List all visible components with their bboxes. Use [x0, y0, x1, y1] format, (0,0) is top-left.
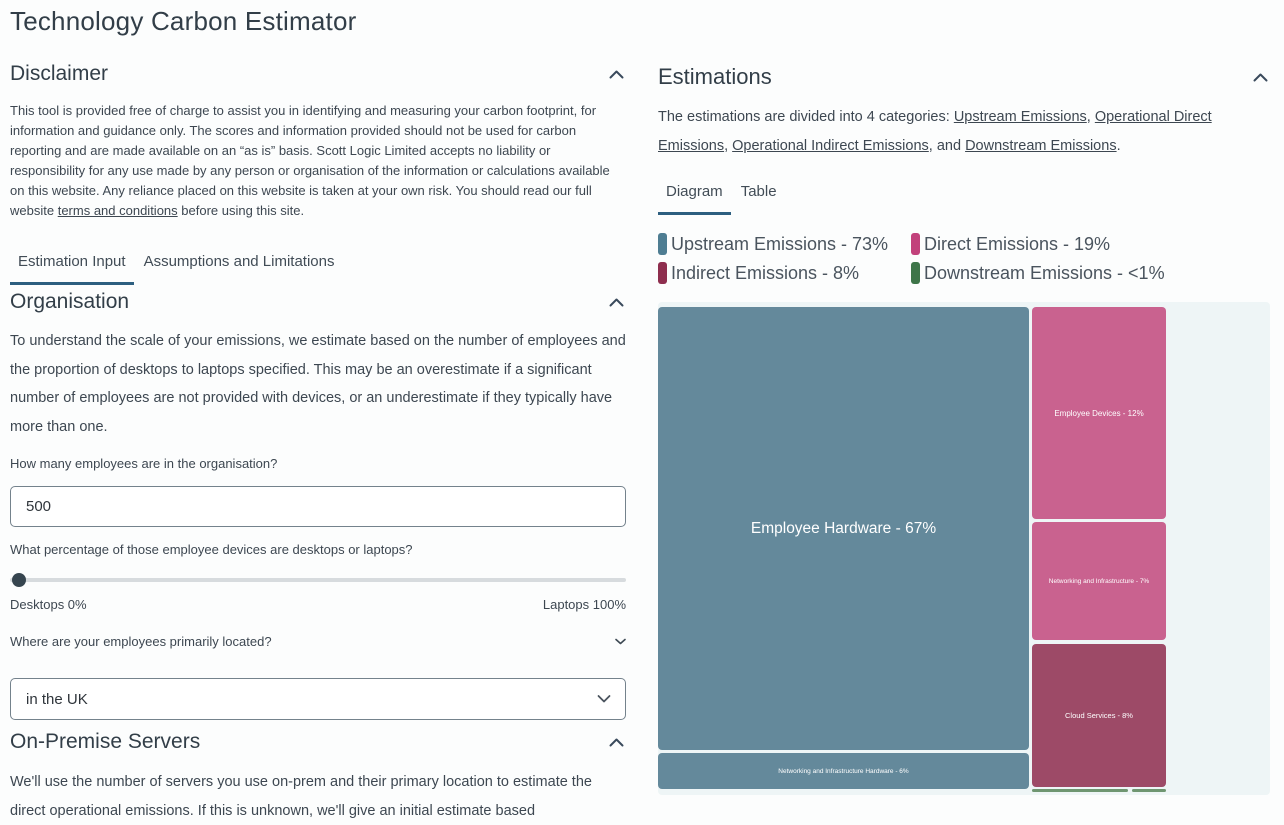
organisation-section-header: Organisation — [10, 290, 626, 314]
legend-item: Upstream Emissions - 73% — [658, 233, 911, 255]
location-select[interactable]: in the UK — [10, 678, 626, 720]
disclaimer-text-start: This tool is provided free of charge to … — [10, 103, 610, 218]
diagram-table-tabs: Diagram Table — [658, 177, 787, 215]
location-select-value: in the UK — [26, 690, 88, 708]
legend-swatch-icon — [658, 262, 667, 284]
treemap-tile[interactable]: Employee Hardware - 67% — [658, 307, 1029, 750]
main-tabs: Estimation Input Assumptions and Limitat… — [10, 247, 345, 285]
emissions-category-link[interactable]: Operational Indirect Emissions — [732, 137, 929, 154]
estimations-collapse-button[interactable] — [1251, 71, 1270, 84]
page-title: Technology Carbon Estimator — [10, 6, 357, 36]
slider-thumb[interactable] — [12, 573, 26, 587]
location-question-row: Where are your employees primarily locat… — [10, 634, 626, 649]
legend-item: Direct Emissions - 19% — [911, 233, 1165, 255]
desktops-label: Desktops 0% — [10, 597, 87, 612]
disclaimer-heading: Disclaimer — [10, 62, 109, 85]
chevron-up-icon — [609, 67, 624, 82]
treemap-tile[interactable] — [1132, 789, 1166, 792]
employees-input[interactable] — [10, 486, 626, 527]
legend-label: Downstream Emissions - <1% — [924, 262, 1165, 283]
disclaimer-text-end: before using this site. — [177, 203, 305, 218]
select-chevron-down-icon — [597, 695, 611, 704]
legend-label: Direct Emissions - 19% — [924, 233, 1111, 254]
intro-text-segment: The estimations are divided into 4 categ… — [658, 109, 954, 125]
employees-question-label: How many employees are in the organisati… — [10, 456, 278, 471]
disclaimer-collapse-button[interactable] — [607, 68, 626, 81]
disclaimer-text: This tool is provided free of charge to … — [10, 101, 626, 221]
treemap-tile-label: Employee Hardware - 67% — [750, 519, 937, 537]
tab-assumptions-and-limitations[interactable]: Assumptions and Limitations — [136, 247, 343, 285]
intro-text-segment: , and — [928, 137, 966, 154]
treemap-tile[interactable]: Networking and Infrastructure Hardware -… — [658, 753, 1029, 789]
legend-label: Upstream Emissions - 73% — [671, 233, 889, 254]
disclaimer-section-header: Disclaimer — [10, 62, 626, 86]
treemap-tiles-area: Employee Hardware - 67% Networking and In… — [658, 307, 1166, 792]
legend-item: Downstream Emissions - <1% — [911, 262, 1165, 284]
treemap-tile-label: Employee Devices - 12% — [1054, 408, 1144, 418]
treemap-tile-label: Networking and Infrastructure - 7% — [1048, 577, 1150, 585]
tab-estimation-input-label: Estimation Input — [18, 253, 126, 270]
emissions-category-link[interactable]: Operational Direct Emissions — [658, 109, 1212, 154]
location-question-label: Where are your employees primarily locat… — [10, 634, 272, 649]
legend-label: Indirect Emissions - 8% — [671, 262, 860, 283]
emissions-treemap: Employee Hardware - 67% Networking and In… — [658, 302, 1270, 795]
estimations-panel: Estimations The estimations are divided … — [658, 0, 1270, 825]
device-split-range-labels: Desktops 0% Laptops 100% — [10, 597, 626, 612]
legend-swatch-icon — [911, 262, 920, 284]
tab-table[interactable]: Table — [733, 177, 785, 215]
tab-diagram[interactable]: Diagram — [658, 177, 731, 215]
tab-estimation-input[interactable]: Estimation Input — [10, 247, 134, 285]
emissions-category-link[interactable]: Upstream Emissions — [953, 109, 1087, 125]
on-premise-description: We'll use the number of servers you use … — [10, 774, 592, 819]
treemap-tile[interactable]: Networking and Infrastructure - 7% — [1032, 522, 1166, 640]
tab-assumptions-and-limitations-label: Assumptions and Limitations — [143, 253, 335, 270]
emissions-category-link[interactable]: Downstream Emissions — [965, 137, 1117, 154]
chevron-down-icon[interactable] — [615, 638, 626, 645]
chevron-up-icon — [1253, 70, 1268, 85]
intro-text-segment: , — [1086, 109, 1095, 125]
terms-and-conditions-link[interactable]: terms and conditions — [57, 203, 178, 218]
laptops-label: Laptops 100% — [542, 597, 626, 612]
slider-track[interactable] — [10, 578, 626, 582]
input-panel: Technology Carbon Estimator Disclaimer T… — [10, 0, 626, 825]
intro-text-segment: , — [724, 137, 733, 154]
organisation-heading: Organisation — [10, 290, 130, 313]
organisation-collapse-button[interactable] — [607, 296, 626, 309]
treemap-tile[interactable] — [1032, 789, 1128, 792]
tab-table-label: Table — [740, 183, 777, 200]
estimations-heading: Estimations — [658, 64, 772, 89]
intro-text-segment: . — [1116, 137, 1121, 154]
treemap-tile[interactable]: Cloud Services - 8% — [1032, 644, 1166, 787]
tab-diagram-label: Diagram — [666, 183, 723, 200]
estimations-intro: The estimations are divided into 4 categ… — [658, 103, 1270, 160]
on-premise-collapse-button[interactable] — [607, 736, 626, 749]
device-split-slider[interactable] — [10, 573, 626, 587]
chevron-up-icon — [609, 295, 624, 310]
treemap-tile[interactable]: Employee Devices - 12% — [1032, 307, 1166, 519]
chevron-up-icon — [609, 735, 624, 750]
on-premise-section-header: On-Premise Servers — [10, 730, 626, 754]
on-premise-heading: On-Premise Servers — [10, 730, 201, 753]
organisation-description: To understand the scale of your emission… — [10, 333, 626, 435]
device-split-question-label: What percentage of those employee device… — [10, 542, 413, 557]
legend-swatch-icon — [911, 233, 920, 255]
legend-swatch-icon — [658, 233, 667, 255]
treemap-tile-label: Networking and Infrastructure Hardware -… — [778, 767, 909, 775]
emissions-legend: Upstream Emissions - 73% Direct Emissions… — [658, 233, 1165, 284]
treemap-tile-label: Cloud Services - 8% — [1065, 711, 1133, 720]
estimations-section-header: Estimations — [658, 64, 1270, 90]
legend-item: Indirect Emissions - 8% — [658, 262, 911, 284]
